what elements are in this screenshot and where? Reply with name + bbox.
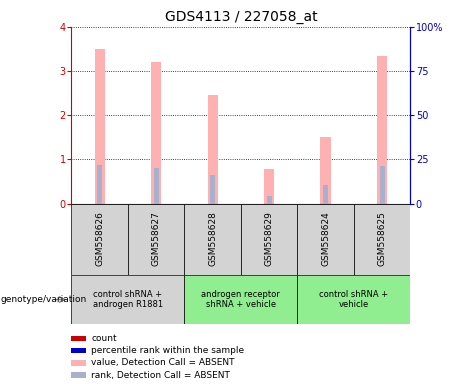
Bar bbox=[210, 175, 215, 204]
Text: androgen receptor
shRNA + vehicle: androgen receptor shRNA + vehicle bbox=[201, 290, 280, 309]
Text: GSM558627: GSM558627 bbox=[152, 212, 161, 266]
Text: count: count bbox=[91, 334, 117, 343]
Bar bbox=[184, 275, 297, 324]
Bar bbox=[379, 166, 384, 204]
Text: rank, Detection Call = ABSENT: rank, Detection Call = ABSENT bbox=[91, 371, 230, 380]
Bar bbox=[95, 49, 105, 204]
Bar bbox=[323, 185, 328, 204]
Bar bbox=[71, 204, 128, 275]
Text: genotype/variation: genotype/variation bbox=[1, 295, 87, 304]
Bar bbox=[377, 56, 387, 204]
Text: GSM558626: GSM558626 bbox=[95, 212, 104, 266]
Bar bbox=[71, 275, 184, 324]
Bar bbox=[154, 168, 159, 204]
Text: GSM558624: GSM558624 bbox=[321, 212, 330, 266]
Bar bbox=[241, 204, 297, 275]
Bar bbox=[354, 204, 410, 275]
Bar bbox=[71, 372, 86, 378]
Bar bbox=[71, 348, 86, 353]
Text: control shRNA +
vehicle: control shRNA + vehicle bbox=[319, 290, 388, 309]
Bar bbox=[320, 137, 331, 204]
Text: GSM558625: GSM558625 bbox=[378, 212, 387, 266]
Bar bbox=[97, 165, 102, 204]
Bar bbox=[264, 169, 274, 204]
Text: GSM558628: GSM558628 bbox=[208, 212, 217, 266]
Bar bbox=[71, 336, 86, 341]
Bar bbox=[207, 95, 218, 204]
Bar bbox=[184, 204, 241, 275]
Bar bbox=[266, 195, 272, 204]
Bar bbox=[297, 275, 410, 324]
Bar bbox=[71, 360, 86, 366]
Text: percentile rank within the sample: percentile rank within the sample bbox=[91, 346, 245, 355]
Text: control shRNA +
androgen R1881: control shRNA + androgen R1881 bbox=[93, 290, 163, 309]
Bar bbox=[297, 204, 354, 275]
Bar bbox=[128, 204, 184, 275]
Text: GSM558629: GSM558629 bbox=[265, 212, 274, 266]
Text: value, Detection Call = ABSENT: value, Detection Call = ABSENT bbox=[91, 358, 235, 367]
Title: GDS4113 / 227058_at: GDS4113 / 227058_at bbox=[165, 10, 317, 25]
Bar bbox=[151, 62, 161, 204]
